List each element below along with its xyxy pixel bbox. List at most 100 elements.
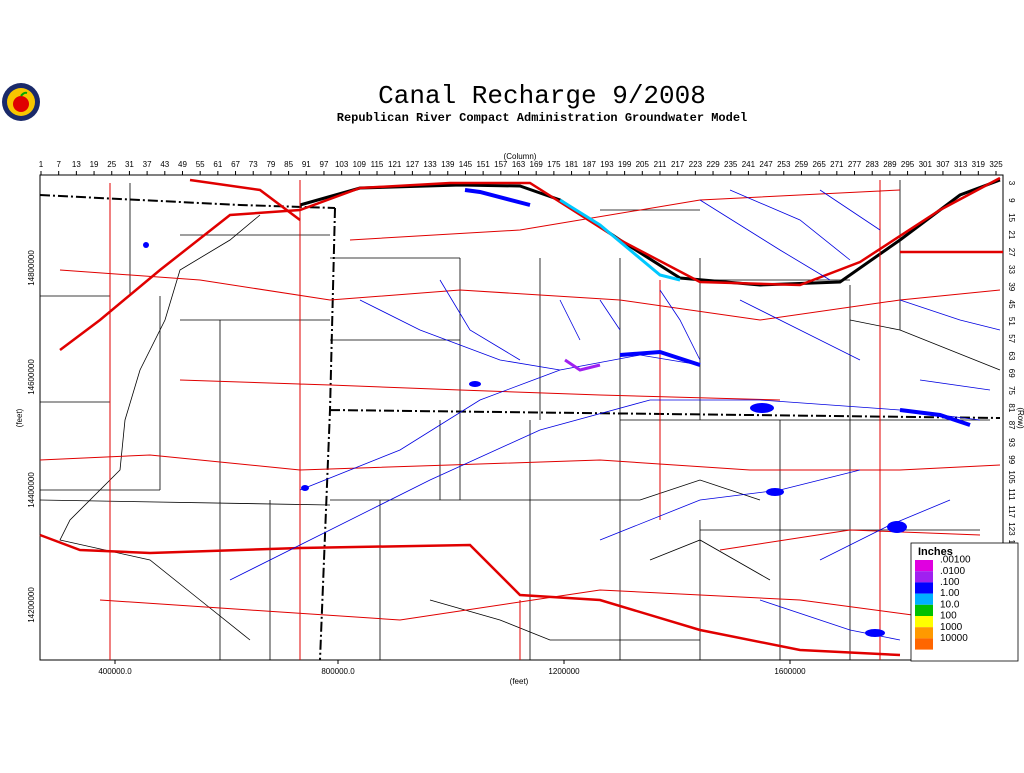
column-tick-label: 25 [107, 160, 116, 169]
legend-label: 1.00 [940, 588, 960, 599]
row-tick-label: 63 [1007, 352, 1016, 361]
column-tick-label: 115 [371, 160, 384, 169]
legend: Inches .00100.0100.1001.0010.01001000100… [910, 542, 1019, 662]
column-tick-label: 277 [848, 160, 862, 169]
row-tick-label: 45 [1007, 300, 1016, 309]
legend-swatch [915, 616, 933, 628]
column-tick-label: 133 [423, 160, 437, 169]
column-tick-label: 145 [459, 160, 473, 169]
title: Canal Recharge 9/2008 [378, 81, 706, 111]
legend-label: .100 [940, 577, 960, 588]
row-tick-label: 51 [1007, 317, 1016, 326]
row-tick-label: 27 [1007, 248, 1016, 257]
column-tick-label: 205 [636, 160, 650, 169]
column-tick-label: 247 [759, 160, 773, 169]
column-tick-label: 55 [196, 160, 205, 169]
column-tick-label: 319 [972, 160, 986, 169]
column-tick-label: 193 [600, 160, 614, 169]
column-tick-label: 325 [989, 160, 1003, 169]
column-label: (Column) [504, 152, 537, 161]
legend-swatch [915, 627, 933, 639]
column-tick-label: 157 [494, 160, 508, 169]
column-tick-label: 139 [441, 160, 455, 169]
column-tick-label: 187 [583, 160, 597, 169]
row-tick-label: 99 [1007, 455, 1016, 464]
column-tick-label: 31 [125, 160, 134, 169]
legend-label: 10.0 [940, 599, 960, 610]
column-tick-label: 289 [883, 160, 897, 169]
legend-swatch [915, 604, 933, 616]
legend-swatch [915, 560, 933, 572]
y-tick-label: 14400000 [27, 472, 36, 508]
row-tick-label: 81 [1007, 403, 1016, 412]
row-label: (Row) [1016, 407, 1024, 429]
column-tick-label: 85 [284, 160, 293, 169]
column-tick-label: 79 [266, 160, 275, 169]
column-tick-label: 37 [143, 160, 152, 169]
row-tick-label: 87 [1007, 421, 1016, 430]
legend-label: 100 [940, 611, 957, 622]
column-tick-label: 1 [39, 160, 44, 169]
column-tick-label: 169 [530, 160, 544, 169]
column-tick-label: 121 [388, 160, 402, 169]
legend-label: 1000 [940, 622, 963, 633]
column-tick-label: 265 [812, 160, 826, 169]
x-tick-label: 800000.0 [321, 667, 355, 676]
legend-swatch [915, 638, 933, 650]
column-tick-label: 259 [795, 160, 809, 169]
column-tick-label: 283 [866, 160, 880, 169]
column-tick-label: 301 [919, 160, 933, 169]
x-tick-label: 400000.0 [98, 667, 132, 676]
legend-swatch [915, 582, 933, 594]
column-tick-label: 295 [901, 160, 915, 169]
column-tick-label: 97 [320, 160, 329, 169]
column-tick-label: 235 [724, 160, 738, 169]
column-tick-label: 217 [671, 160, 685, 169]
legend-title: Inches [918, 546, 953, 558]
legend-label: .0100 [940, 566, 965, 577]
column-tick-label: 271 [830, 160, 844, 169]
row-tick-label: 15 [1007, 213, 1016, 222]
x-tick-label: 1600000 [774, 667, 806, 676]
row-tick-label: 105 [1007, 470, 1016, 484]
x-axis-label: (feet) [510, 677, 529, 686]
map-area [39, 174, 1004, 661]
row-tick-label: 75 [1007, 386, 1016, 395]
column-tick-label: 127 [406, 160, 420, 169]
y-axis-label: (feet) [15, 408, 24, 427]
column-tick-label: 175 [547, 160, 561, 169]
row-tick-label: 69 [1007, 369, 1016, 378]
column-tick-label: 223 [689, 160, 703, 169]
row-tick-label: 33 [1007, 265, 1016, 274]
column-tick-label: 253 [777, 160, 791, 169]
row-tick-label: 21 [1007, 230, 1016, 239]
legend-label: 10000 [940, 633, 968, 644]
column-tick-label: 61 [213, 160, 222, 169]
x-tick-label: 1200000 [548, 667, 580, 676]
column-tick-label: 199 [618, 160, 632, 169]
row-tick-label: 9 [1007, 198, 1016, 203]
axis-ticks: 1 7 13 19 25 31 37 43 49 55 61 67 73 79 85 91 97 103 109 11… [27, 160, 1016, 676]
column-tick-label: 181 [565, 160, 579, 169]
column-tick-label: 313 [954, 160, 968, 169]
column-tick-label: 73 [249, 160, 258, 169]
column-tick-label: 43 [160, 160, 169, 169]
column-tick-label: 163 [512, 160, 526, 169]
logo [2, 83, 40, 121]
legend-swatch [915, 571, 933, 583]
legend-swatch [915, 593, 933, 605]
row-tick-label: 123 [1007, 522, 1016, 536]
column-tick-label: 307 [936, 160, 950, 169]
column-tick-label: 13 [72, 160, 81, 169]
row-tick-label: 57 [1007, 334, 1016, 343]
row-tick-label: 3 [1007, 181, 1016, 186]
row-tick-label: 39 [1007, 282, 1016, 291]
row-tick-label: 111 [1007, 488, 1016, 501]
y-tick-label: 14800000 [27, 250, 36, 286]
column-tick-label: 151 [476, 160, 490, 169]
column-tick-label: 109 [353, 160, 367, 169]
column-tick-label: 49 [178, 160, 187, 169]
column-tick-label: 67 [231, 160, 240, 169]
